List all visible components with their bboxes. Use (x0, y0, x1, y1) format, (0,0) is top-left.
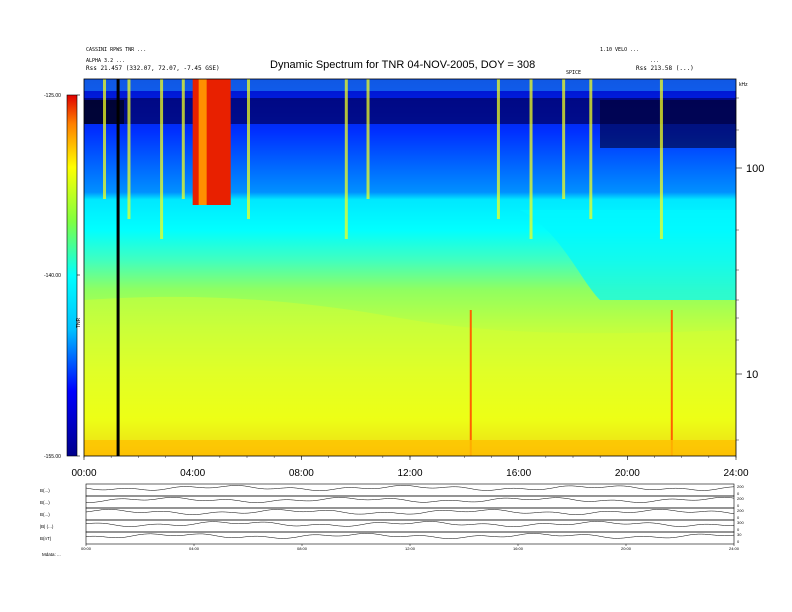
x-tick-label: 20:00 (615, 468, 640, 479)
data-gap-line (116, 79, 120, 456)
x-tick-label: 04:00 (180, 468, 205, 479)
spice-tag: SPICE (566, 70, 582, 76)
yellow-streak (103, 79, 107, 199)
mag-trace (85, 485, 735, 491)
mag-x-tick-label: 16:00 (513, 546, 524, 551)
mag-right-label: 300 (737, 520, 744, 525)
mag-right-label: 30 (737, 532, 742, 537)
mag-x-tick-label: 20:00 (621, 546, 632, 551)
x-tick-label: 24:00 (723, 468, 748, 479)
right-axis: 100 10 kHz (736, 82, 764, 441)
spike (670, 310, 673, 456)
mag-right-label: 0 (737, 515, 740, 520)
mag-right-label: 0 (737, 491, 740, 496)
yellow-streak (366, 79, 370, 199)
noise-band (84, 296, 736, 456)
yellow-streak (344, 79, 348, 239)
yellow-streak (659, 79, 663, 239)
yellow-streak (529, 79, 533, 239)
mag-trace (85, 509, 735, 515)
x-tick-label: 12:00 (397, 468, 422, 479)
header-right-line-1: 1.10 VELO ... (600, 47, 640, 53)
mag-trace (85, 497, 735, 503)
mag-right-label: 200 (737, 484, 744, 489)
red-burst (192, 79, 231, 205)
dark-band-right (600, 100, 736, 148)
mag-x-tick-label: 08:00 (297, 546, 308, 551)
mag-panel-label: |B| (...) (40, 524, 54, 529)
colorbar-tick-label: -140.00 (44, 273, 61, 279)
mag-right-label: 0 (737, 527, 740, 532)
yellow-streak (496, 79, 500, 219)
mag-x-tick-label: 24:00 (729, 546, 740, 551)
x-axis-ticks: 00:00 04:00 08:00 12:00 16:00 20:00 24:00 (71, 456, 749, 479)
colorbar (66, 94, 78, 457)
mag-panel (85, 495, 735, 509)
colorbar-tick-label: -125.00 (44, 93, 61, 99)
mag-right-label: 0 (737, 539, 740, 544)
colorbar-tick-label: -155.00 (44, 454, 61, 460)
mag-right-label: 200 (737, 496, 744, 501)
mag-panel (85, 531, 735, 545)
x-tick-label: 08:00 (289, 468, 314, 479)
chart-title: Dynamic Spectrum for TNR 04-NOV-2005, DO… (270, 59, 536, 71)
mag-x-tick-label: 00:00 (81, 546, 92, 551)
orange-streak (198, 79, 207, 205)
yellow-streak (589, 79, 593, 219)
yellow-streak (127, 79, 131, 219)
mag-x-tick-label: 04:00 (189, 546, 200, 551)
mag-panel-label: B(nT) (40, 536, 52, 541)
mag-panel (85, 519, 735, 533)
mag-panel-label: B(...) (40, 512, 50, 517)
cyan-patch (520, 210, 736, 300)
header-left-line-2: ALPHA 3.2 ... (86, 58, 126, 64)
mag-right-label: 200 (737, 508, 744, 513)
header-right-line-3: Rss 213.58 (...) (636, 65, 694, 72)
mag-trace (85, 533, 735, 539)
header-right-line-2: ... (650, 58, 660, 64)
bottom-band (84, 440, 736, 456)
yellow-streak (160, 79, 164, 239)
mag-right-label: 0 (737, 503, 740, 508)
mag-x-tick-label: 12:00 (405, 546, 416, 551)
yellow-streak (247, 79, 250, 219)
right-tick-label: 100 (746, 163, 764, 175)
spike (469, 310, 472, 456)
right-tick-label: 10 (746, 369, 758, 381)
spectrogram-features (84, 79, 736, 456)
right-axis-unit: kHz (739, 82, 748, 88)
mag-panel-label: B(...) (40, 500, 50, 505)
x-tick-label: 16:00 (506, 468, 531, 479)
mag-panel-label: B(...) (40, 488, 50, 493)
colorbar-ticks: -125.00 -140.00 -155.00 (44, 93, 80, 460)
yellow-streak (181, 79, 185, 199)
header-left-line-3: Rss 21.457 (332.07, 72.07, -7.45 GSE) (86, 65, 220, 72)
footer-note: Mdata: ... (42, 552, 61, 557)
x-tick-label: 00:00 (71, 468, 96, 479)
colorbar-label: TNR (76, 317, 82, 328)
header-left-line-1: CASSINI RPWS TNR ... (86, 47, 147, 53)
yellow-streak (562, 79, 566, 199)
mag-trace (85, 521, 735, 527)
